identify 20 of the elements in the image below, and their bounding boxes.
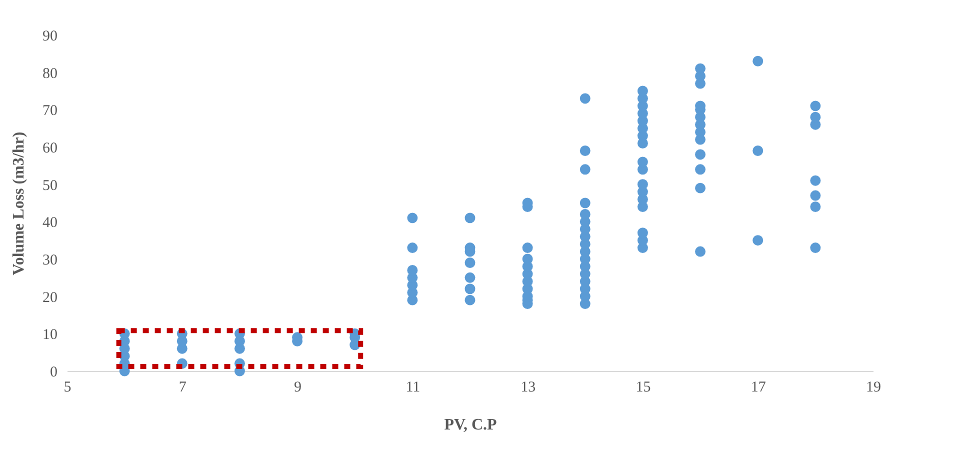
x-tick-label: 17 — [750, 380, 766, 396]
y-tick-label: 70 — [42, 103, 58, 120]
x-tick-label: 13 — [520, 380, 536, 396]
y-tick-label: 80 — [42, 66, 58, 82]
y-tick-label: 10 — [42, 327, 58, 344]
x-tick-label: 15 — [636, 380, 651, 396]
x-axis-title: PV, C.P — [444, 416, 498, 434]
x-tick-label: 5 — [64, 380, 72, 396]
x-tick-label: 11 — [406, 380, 420, 396]
y-tick-label: 50 — [42, 178, 58, 194]
y-axis-title: Volume Loss (m3/hr) — [10, 132, 28, 276]
x-tick-label: 9 — [294, 380, 302, 396]
y-tick-label: 90 — [42, 28, 58, 44]
y-tick-label: 40 — [42, 215, 58, 232]
y-tick-label: 0 — [50, 364, 58, 380]
x-tick-label: 7 — [178, 380, 187, 396]
y-tick-label: 30 — [42, 252, 58, 268]
y-tick-label: 20 — [42, 290, 58, 306]
y-tick-label: 60 — [42, 140, 58, 156]
x-tick-label: 19 — [866, 380, 881, 396]
